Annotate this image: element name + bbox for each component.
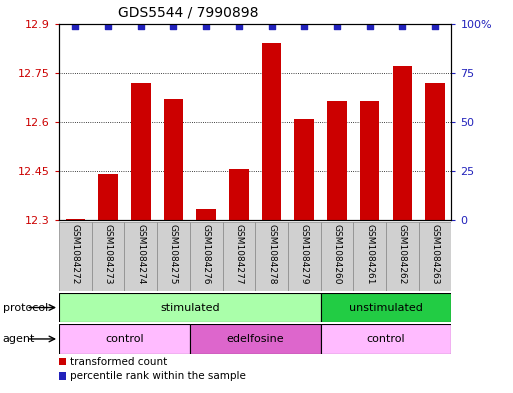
Text: edelfosine: edelfosine [226,334,284,344]
Text: stimulated: stimulated [160,303,220,312]
Bar [255,222,288,291]
Bar [59,324,190,354]
Text: GSM1084279: GSM1084279 [300,224,309,285]
Bar [190,324,321,354]
Bar [288,222,321,291]
Text: protocol: protocol [3,303,48,312]
Text: GSM1084260: GSM1084260 [332,224,342,285]
Bar [353,222,386,291]
Text: GSM1084277: GSM1084277 [234,224,243,285]
Text: GSM1084273: GSM1084273 [104,224,112,285]
Point [431,22,439,29]
Point [71,22,80,29]
Point [267,22,275,29]
Bar [98,174,118,220]
Text: percentile rank within the sample: percentile rank within the sample [70,371,246,381]
Bar [425,83,445,220]
Bar [392,66,412,220]
Text: GSM1084275: GSM1084275 [169,224,178,285]
Point [202,22,210,29]
Point [366,22,374,29]
Point [398,22,406,29]
Point [300,22,308,29]
Point [333,22,341,29]
Bar [294,119,314,220]
Bar [386,222,419,291]
Text: control: control [367,334,405,344]
Bar [59,358,66,365]
Bar [327,101,347,220]
Bar [66,219,85,220]
Bar [131,83,150,220]
Text: GSM1084272: GSM1084272 [71,224,80,285]
Bar [124,222,157,291]
Bar [59,222,92,291]
Bar [419,222,451,291]
Bar [164,99,183,220]
Text: GSM1084274: GSM1084274 [136,224,145,285]
Bar [360,101,380,220]
Point [169,22,177,29]
Text: GDS5544 / 7990898: GDS5544 / 7990898 [118,6,259,20]
Bar [196,209,216,220]
Bar [59,373,66,380]
Bar [157,222,190,291]
Text: control: control [105,334,144,344]
Text: transformed count: transformed count [70,357,167,367]
Point [104,22,112,29]
Text: GSM1084262: GSM1084262 [398,224,407,285]
Point [235,22,243,29]
Text: GSM1084263: GSM1084263 [430,224,440,285]
Bar [321,293,451,322]
Bar [59,293,321,322]
Bar [223,222,255,291]
Bar [321,222,353,291]
Text: GSM1084278: GSM1084278 [267,224,276,285]
Text: agent: agent [3,334,35,344]
Text: unstimulated: unstimulated [349,303,423,312]
Bar [321,324,451,354]
Text: GSM1084276: GSM1084276 [202,224,211,285]
Text: GSM1084261: GSM1084261 [365,224,374,285]
Bar [262,43,281,220]
Point [136,22,145,29]
Bar [229,169,249,220]
Bar [190,222,223,291]
Bar [92,222,125,291]
